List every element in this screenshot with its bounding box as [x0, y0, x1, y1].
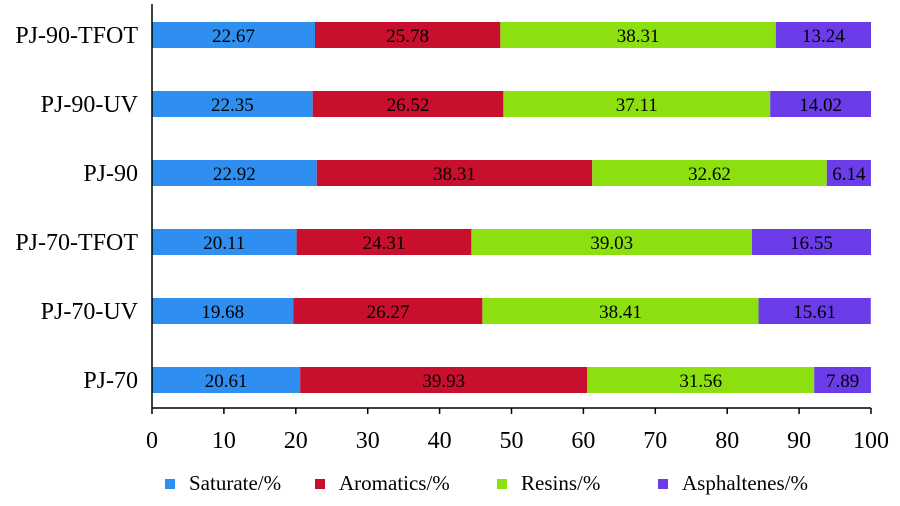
data-label: 22.92 [213, 164, 256, 185]
bar-segment [152, 160, 317, 186]
legend-label: Saturate/% [189, 471, 281, 495]
bar-segment [296, 229, 472, 255]
data-label: 15.61 [793, 302, 836, 323]
bar-segment [152, 91, 313, 117]
bar-segment [770, 91, 871, 117]
x-tick-label: 40 [428, 428, 452, 454]
x-tick-label: 0 [146, 428, 158, 454]
x-tick-label: 30 [356, 428, 380, 454]
data-label: 24.31 [363, 233, 406, 254]
legend-swatch [165, 479, 175, 489]
data-label: 22.67 [212, 26, 255, 47]
x-tick-label: 20 [284, 428, 308, 454]
data-label: 37.11 [616, 95, 658, 116]
data-label: 38.31 [617, 26, 660, 47]
bar-segment [775, 22, 871, 48]
category-label: PJ-90-UV [41, 92, 139, 118]
bar-segment [293, 298, 483, 324]
category-label: PJ-70 [83, 368, 138, 394]
data-label: 39.03 [590, 233, 633, 254]
legend-label: Asphaltenes/% [682, 471, 808, 495]
data-label: 32.62 [688, 164, 731, 185]
x-tick-label: 90 [787, 428, 811, 454]
bar-segment [592, 160, 827, 186]
data-label: 26.27 [367, 302, 410, 323]
bar-segment [300, 367, 588, 393]
bar-segment [314, 22, 501, 48]
category-label: PJ-70-UV [41, 299, 139, 325]
bar-segment [152, 229, 297, 255]
legend-swatch [658, 479, 668, 489]
data-label: 20.11 [203, 233, 245, 254]
data-label: 25.78 [386, 26, 429, 47]
category-label: PJ-90-TFOT [15, 23, 138, 49]
data-label: 6.14 [832, 164, 866, 185]
bar-segment [152, 298, 294, 324]
data-label: 13.24 [802, 26, 845, 47]
legend-label: Resins/% [521, 471, 600, 495]
data-label: 39.93 [422, 371, 465, 392]
bar-segment [312, 91, 504, 117]
bar-segment [826, 160, 871, 186]
bar-segment [503, 91, 771, 117]
bar-segment [316, 160, 593, 186]
data-label: 31.56 [679, 371, 722, 392]
x-tick-label: 60 [571, 428, 595, 454]
x-tick-label: 80 [715, 428, 739, 454]
category-label: PJ-90 [83, 161, 138, 187]
bar-segment [471, 229, 753, 255]
x-tick-label: 100 [853, 428, 889, 454]
bar-segment [152, 367, 301, 393]
data-label: 22.35 [211, 95, 254, 116]
legend-label: Aromatics/% [339, 471, 450, 495]
x-tick-label: 50 [500, 428, 524, 454]
data-label: 16.55 [790, 233, 833, 254]
data-label: 20.61 [205, 371, 248, 392]
legend-swatch [315, 479, 325, 489]
bar-segment [482, 298, 759, 324]
category-label: PJ-70-TFOT [15, 230, 138, 256]
data-label: 38.31 [433, 164, 476, 185]
data-label: 19.68 [201, 302, 244, 323]
bar-segment [814, 367, 871, 393]
bar-segment [758, 298, 871, 324]
x-tick-label: 70 [643, 428, 667, 454]
data-label: 7.89 [826, 371, 859, 392]
x-tick-label: 10 [212, 428, 236, 454]
bar-segment [500, 22, 776, 48]
bar-segment [587, 367, 815, 393]
legend-swatch [497, 479, 507, 489]
data-label: 14.02 [799, 95, 842, 116]
bar-segment [152, 22, 315, 48]
data-label: 26.52 [387, 95, 430, 116]
data-label: 38.41 [599, 302, 642, 323]
bar-segment [752, 229, 871, 255]
